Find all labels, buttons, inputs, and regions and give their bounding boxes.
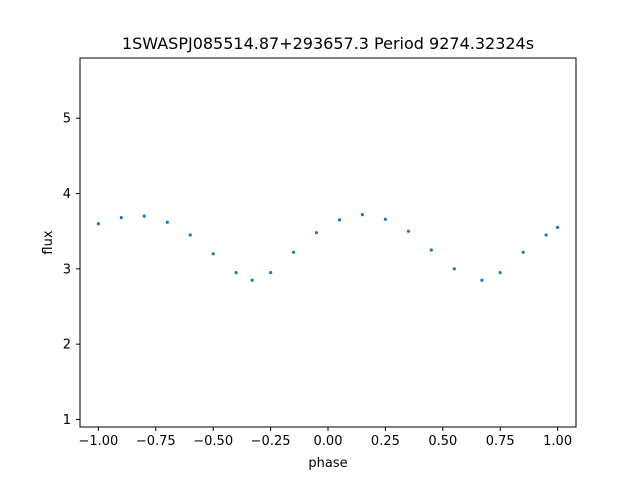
scatter-point <box>544 233 548 237</box>
x-tick-label: 0.00 <box>314 434 343 449</box>
y-tick-label: 2 <box>63 338 71 353</box>
x-tick-label: 0.50 <box>428 434 457 449</box>
scatter-point <box>142 214 146 218</box>
scatter-point <box>269 271 273 275</box>
scatter-point <box>250 278 254 282</box>
scatter-point <box>337 218 342 222</box>
x-axis-label: phase <box>308 456 347 471</box>
scatter-point <box>96 222 100 226</box>
scatter-point <box>429 248 433 252</box>
scatter-point <box>452 267 456 271</box>
x-tick-label: 0.25 <box>371 434 400 449</box>
y-tick-label: 1 <box>63 413 71 428</box>
scatter-point <box>292 250 296 254</box>
x-tick-label: 0.75 <box>486 434 515 449</box>
x-tick-label: −0.25 <box>251 434 291 449</box>
y-tick-label: 4 <box>63 187 71 202</box>
scatter-point <box>498 271 502 275</box>
x-tick-label: 1.00 <box>543 434 572 449</box>
y-axis-label: flux <box>41 230 56 254</box>
scatter-points <box>96 213 560 282</box>
x-tick-label: −0.75 <box>136 434 176 449</box>
scatter-point <box>556 225 560 229</box>
scatter-point <box>234 271 238 275</box>
scatter-point <box>211 252 215 256</box>
scatter-point <box>480 278 484 282</box>
x-tick-label: −0.50 <box>193 434 233 449</box>
scatter-point <box>314 231 319 235</box>
scatter-point <box>188 233 192 237</box>
scatter-point <box>119 216 123 220</box>
scatter-point <box>521 250 525 254</box>
y-axis-ticks: 1 2 3 4 5 <box>63 112 80 428</box>
scatter-point <box>383 217 387 221</box>
x-tick-label: −1.00 <box>78 434 118 449</box>
chart-title: 1SWASPJ085514.87+293657.3 Period 9274.32… <box>122 34 534 53</box>
y-tick-label: 5 <box>63 112 71 127</box>
x-axis-ticks: −1.00 −0.75 −0.50 −0.25 0.00 0.25 0.50 0.75 1.00 <box>78 427 572 449</box>
scatter-point <box>360 213 364 217</box>
scatter-point <box>406 229 410 233</box>
y-tick-label: 3 <box>63 262 71 277</box>
scatter-point <box>165 220 169 224</box>
